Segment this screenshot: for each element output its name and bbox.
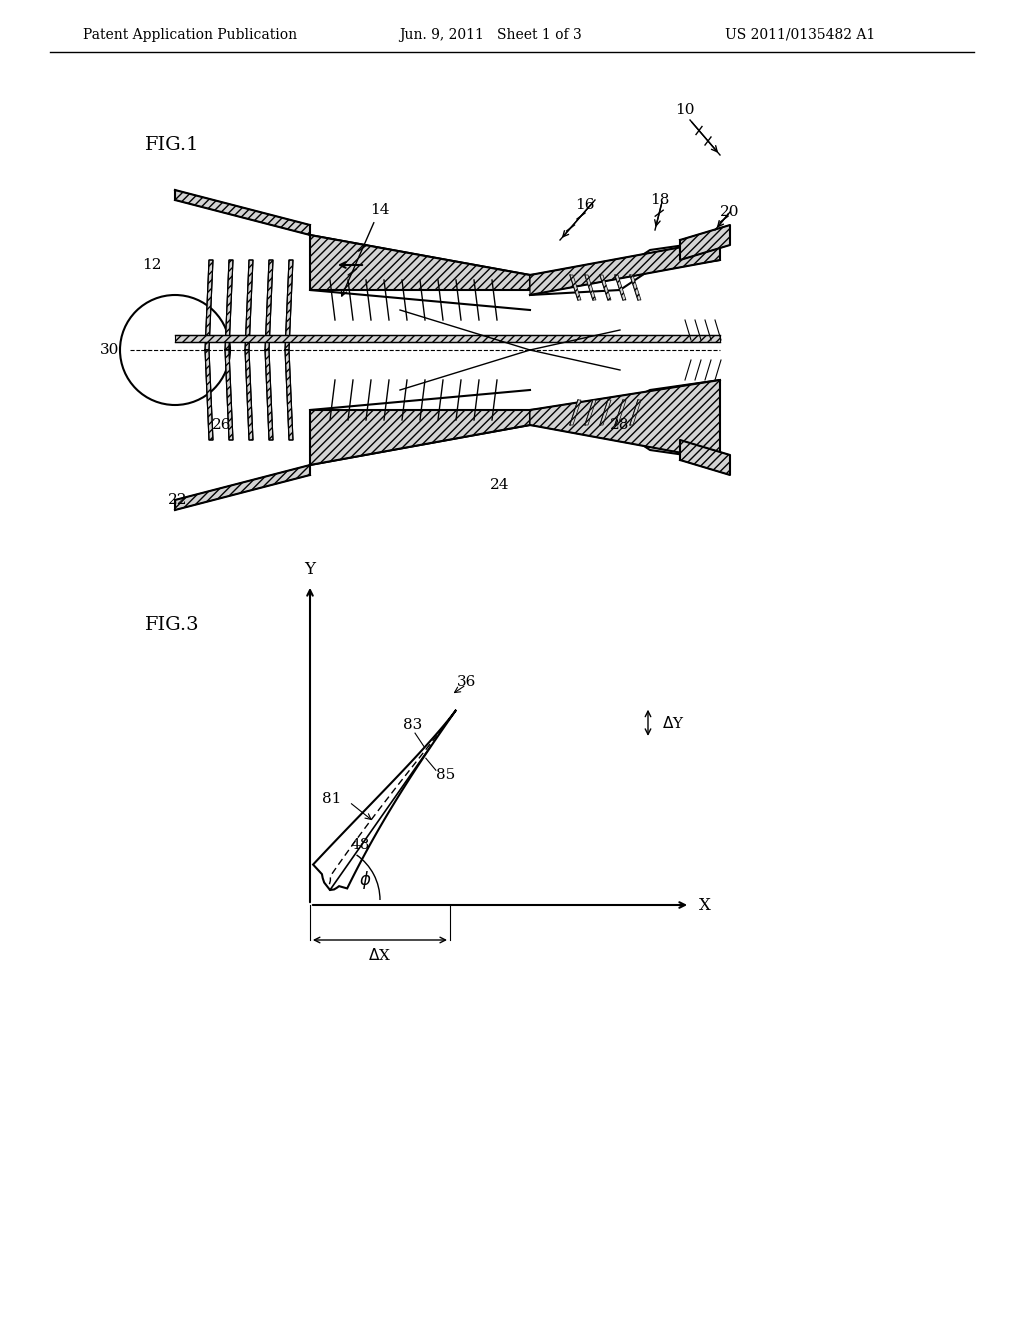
- Text: 30: 30: [100, 343, 120, 356]
- Polygon shape: [225, 350, 233, 440]
- Polygon shape: [265, 350, 273, 440]
- Polygon shape: [530, 240, 720, 294]
- Text: $\Delta$Y: $\Delta$Y: [662, 715, 684, 731]
- Polygon shape: [630, 275, 641, 300]
- Polygon shape: [313, 710, 456, 890]
- Text: 12: 12: [142, 257, 162, 272]
- Text: 10: 10: [675, 103, 694, 117]
- Text: US 2011/0135482 A1: US 2011/0135482 A1: [725, 28, 876, 42]
- Polygon shape: [570, 275, 581, 300]
- Text: 20: 20: [720, 205, 739, 219]
- Polygon shape: [600, 275, 611, 300]
- Polygon shape: [175, 465, 310, 510]
- Text: 36: 36: [457, 675, 476, 689]
- Polygon shape: [175, 335, 720, 342]
- Text: 16: 16: [575, 198, 595, 213]
- Polygon shape: [680, 440, 730, 475]
- Polygon shape: [175, 190, 310, 235]
- Polygon shape: [225, 260, 233, 350]
- Polygon shape: [310, 411, 530, 465]
- Polygon shape: [570, 400, 581, 425]
- Text: 81: 81: [323, 792, 342, 807]
- Polygon shape: [285, 260, 293, 350]
- Polygon shape: [245, 350, 253, 440]
- Polygon shape: [615, 275, 626, 300]
- Polygon shape: [585, 400, 596, 425]
- Text: FIG.3: FIG.3: [145, 616, 200, 634]
- Polygon shape: [245, 260, 253, 350]
- Text: 28: 28: [610, 418, 630, 432]
- Polygon shape: [205, 260, 213, 350]
- Text: 14: 14: [371, 203, 390, 216]
- Text: Jun. 9, 2011   Sheet 1 of 3: Jun. 9, 2011 Sheet 1 of 3: [398, 28, 582, 42]
- Polygon shape: [205, 350, 213, 440]
- Polygon shape: [530, 380, 720, 459]
- Text: 48: 48: [350, 838, 370, 851]
- Text: 83: 83: [403, 718, 423, 733]
- Polygon shape: [285, 350, 293, 440]
- Text: 22: 22: [168, 492, 187, 507]
- Text: 85: 85: [436, 768, 456, 783]
- Polygon shape: [630, 400, 641, 425]
- Text: 18: 18: [650, 193, 670, 207]
- Text: FIG.1: FIG.1: [145, 136, 200, 154]
- Text: Patent Application Publication: Patent Application Publication: [83, 28, 297, 42]
- Text: 26: 26: [212, 418, 231, 432]
- Polygon shape: [265, 260, 273, 350]
- Text: $\Delta$X: $\Delta$X: [369, 946, 391, 964]
- Text: Y: Y: [304, 561, 315, 578]
- Text: $\phi$: $\phi$: [358, 869, 372, 891]
- Polygon shape: [615, 400, 626, 425]
- Polygon shape: [600, 400, 611, 425]
- Text: X: X: [699, 896, 711, 913]
- Polygon shape: [585, 275, 596, 300]
- Polygon shape: [680, 224, 730, 260]
- Text: 24: 24: [490, 478, 510, 492]
- Polygon shape: [310, 235, 530, 290]
